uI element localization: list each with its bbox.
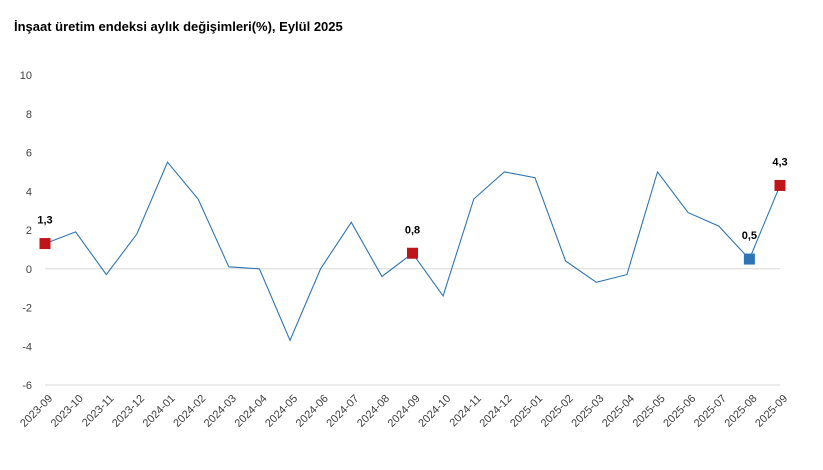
x-axis-ticks: 2023-092023-102023-112023-122024-012024-…	[18, 393, 790, 430]
x-tick-label: 2025-08	[723, 393, 760, 430]
highlight-marker	[743, 253, 755, 265]
x-tick-label: 2024-09	[386, 393, 423, 430]
data-label: 0,5	[742, 230, 757, 242]
x-tick-label: 2025-02	[539, 393, 576, 430]
x-tick-label: 2025-05	[631, 393, 668, 430]
y-tick-label: 4	[26, 186, 32, 198]
x-tick-label: 2023-11	[80, 393, 116, 429]
x-tick-label: 2024-08	[355, 393, 392, 430]
data-label: 1,3	[37, 215, 52, 227]
x-tick-label: 2023-10	[49, 393, 86, 430]
x-tick-label: 2025-06	[661, 393, 698, 430]
y-tick-label: -4	[22, 341, 32, 353]
y-tick-label: 8	[26, 109, 32, 121]
x-tick-label: 2023-12	[110, 393, 147, 430]
y-tick-label: -2	[22, 303, 32, 315]
highlight-marker	[774, 179, 786, 191]
axis-lines	[45, 268, 780, 386]
y-tick-label: 2	[26, 225, 32, 237]
x-tick-label: 2025-01	[508, 393, 545, 430]
x-tick-label: 2024-06	[294, 393, 331, 430]
data-label: 4,3	[772, 156, 787, 168]
y-tick-label: 10	[20, 70, 32, 82]
x-tick-label: 2024-04	[233, 393, 270, 430]
x-tick-label: 2025-04	[600, 393, 637, 430]
data-labels: 1,3 0,8 0,5 4,3	[37, 156, 787, 242]
x-tick-label: 2024-03	[202, 393, 239, 430]
y-tick-label: -6	[22, 380, 32, 392]
highlight-marker	[407, 247, 418, 259]
x-tick-label: 2024-05	[263, 393, 300, 430]
x-tick-label: 2025-07	[692, 393, 729, 430]
y-tick-label: 6	[26, 148, 32, 160]
x-tick-label: 2024-07	[324, 393, 361, 430]
data-label: 0,8	[405, 224, 420, 236]
x-tick-label: 2024-12	[478, 393, 515, 430]
x-tick-label: 2024-10	[416, 393, 453, 430]
x-tick-label: 2023-09	[18, 393, 55, 430]
x-tick-label: 2025-03	[569, 393, 606, 430]
x-tick-label: 2024-11	[448, 393, 484, 429]
x-tick-label: 2024-02	[171, 393, 208, 430]
highlight-markers	[39, 179, 786, 265]
x-tick-label: 2025-09	[753, 393, 790, 430]
y-tick-label: 0	[26, 264, 32, 276]
chart-title: İnşaat üretim endeksi aylık değişimleri(…	[14, 19, 343, 34]
highlight-marker	[39, 238, 51, 250]
x-tick-label: 2024-01	[141, 393, 178, 430]
y-axis-ticks: 10 8 6 4 2 0 -2 -4 -6	[20, 70, 32, 392]
